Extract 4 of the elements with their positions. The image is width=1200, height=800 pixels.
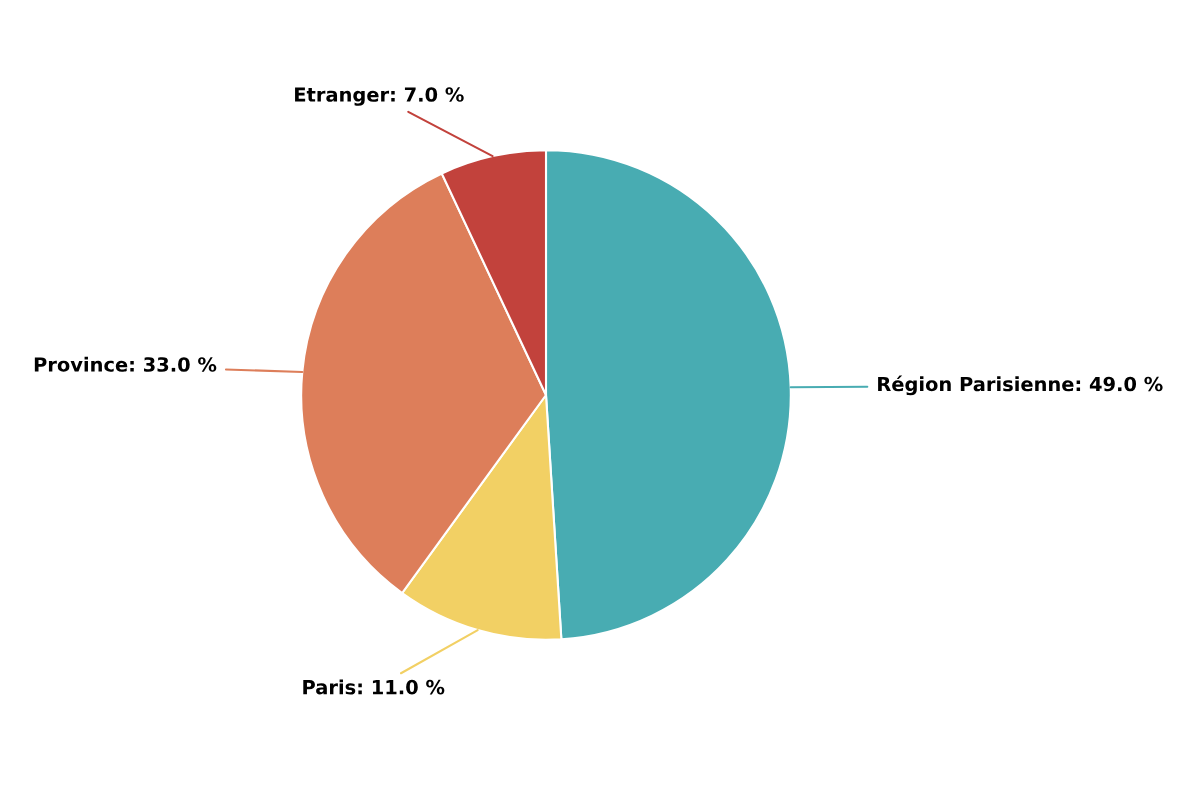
slice-label: Etranger: 7.0 % <box>295 87 464 106</box>
slice-label: Paris: 11.0 % <box>303 679 445 695</box>
slice-label: Région Parisienne: 49.0 % <box>878 375 1163 396</box>
slice-label: Province: 33.0 % <box>34 356 217 372</box>
